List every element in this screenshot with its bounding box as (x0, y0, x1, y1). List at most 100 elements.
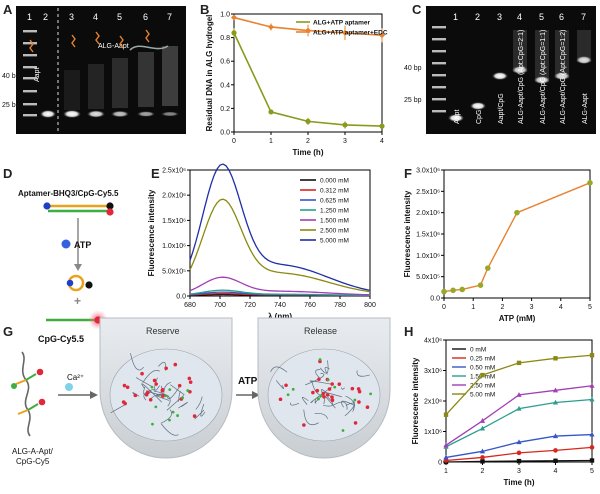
data-point (231, 14, 237, 21)
x-tick-label: 5 (590, 468, 594, 475)
data-point (553, 448, 558, 453)
aptamer-dot (318, 358, 322, 361)
data-point (342, 29, 348, 36)
y-tick-label: 2.5x10⁶ (416, 189, 440, 196)
legend-label: 0.50 mM (470, 365, 495, 372)
y-tick-label: 0.0 (176, 294, 186, 301)
series-line (443, 182, 591, 293)
gel-image-C (426, 6, 596, 134)
gelA-aapt-label: Aapt (34, 68, 41, 82)
alg-chain-icon (129, 45, 169, 51)
aptamer-dot (168, 418, 171, 422)
schematic-G-release: Release (304, 326, 337, 336)
hydrogel-strand (166, 384, 181, 399)
legend-label: 0 mM (470, 347, 486, 354)
cpg-dot (121, 400, 126, 404)
aptamer-dot (186, 389, 190, 392)
data-point (516, 439, 522, 445)
x-tick-label: 700 (214, 302, 226, 309)
aptamer-icon (71, 34, 76, 48)
hydrogel-strand (161, 423, 179, 436)
data-point (342, 122, 348, 128)
gelC-smear (577, 30, 591, 62)
gelC-lane-label: Aapt (454, 110, 461, 124)
spectrum-line (189, 198, 371, 293)
y-axis-label: Fluorescence intensity (411, 357, 420, 444)
y-tick-label: 0 (438, 460, 442, 467)
cpg-dot (125, 385, 130, 390)
gelC-smear (535, 30, 549, 82)
data-point (443, 412, 449, 417)
hydrogel-strand (301, 397, 309, 405)
x-tick-label: 2 (481, 468, 485, 475)
gelC-ladder-band (432, 62, 446, 65)
gelC-band (492, 72, 508, 80)
schematic-G-ca: Ca²⁺ (67, 373, 84, 382)
hydrogel-strand (149, 393, 170, 400)
chart-F: 0 1 2 3 4 5 0.0 5.0x10⁵ 1.0x10⁶ 1.5x10⁶ 2.0x10⁶ 2.5… (403, 168, 593, 323)
data-point (552, 433, 559, 439)
cpg-dot (302, 423, 306, 427)
gelA-alg-label: ALG-Aapt (98, 43, 129, 50)
cpg-dot (322, 395, 326, 399)
cpg-dot (188, 380, 193, 384)
hydrogel-strand (310, 386, 333, 404)
schematic-D-cpg: CpG-Cy5.5 (38, 334, 84, 344)
aptamer-dot (171, 410, 175, 414)
gelC-band (554, 72, 570, 80)
gelA-ladder-band (23, 90, 37, 93)
gelA-band (63, 110, 81, 118)
x-tick-label: 4 (380, 138, 384, 145)
legend-label: 0.625 mM (320, 198, 349, 205)
gelA-ladder-band (23, 77, 37, 80)
y-tick-label: 1.0x10⁶ (162, 243, 186, 250)
data-point (479, 425, 486, 431)
data-point (443, 454, 449, 460)
data-point (479, 448, 486, 454)
cpg-dot (350, 386, 355, 391)
gelA-ladder-band (23, 42, 37, 45)
spectrum-line (189, 163, 371, 292)
x-axis-label: Time (h) (504, 478, 535, 487)
y-tick-label: 0.8 (220, 35, 230, 42)
cpg-dot (330, 398, 335, 403)
y-tick-label: 5.0x10⁵ (162, 268, 186, 275)
gelA-lane-number: 1 (27, 12, 32, 22)
gelC-smear (555, 30, 569, 78)
gelC-marker-25: 25 bp (404, 97, 422, 104)
gelA-band (161, 111, 179, 117)
gelC-ladder-band (432, 74, 446, 77)
y-axis-label: Fluorescence intensity (147, 189, 156, 276)
y-tick-label: 0.4 (220, 82, 230, 89)
hydrogel-strand (309, 380, 333, 385)
hydrogel-strand (320, 360, 329, 374)
x-tick-label: 800 (364, 302, 376, 309)
hydrogel-strand (315, 369, 321, 379)
data-point (514, 209, 520, 216)
data-point (441, 288, 447, 295)
data-point (589, 382, 595, 388)
spectrum-line (189, 289, 371, 296)
y-axis-label: Fluorescence intensity (403, 190, 412, 277)
data-point (516, 405, 522, 411)
cpg-dot (278, 397, 283, 402)
gelC-ladder-band (432, 86, 446, 89)
cpg-dot (321, 391, 325, 396)
gelA-marker-40: 40 bp (2, 73, 20, 80)
aptamer-dot (181, 396, 184, 400)
cpg-dot (161, 394, 165, 398)
y-tick-label: 2.0x10⁶ (416, 210, 440, 217)
schematic-G-reserve: Reserve (146, 326, 180, 336)
cpg-dot (330, 395, 334, 399)
y-tick-label: 2x10⁶ (424, 399, 442, 406)
data-point (479, 418, 486, 423)
data-point (268, 109, 274, 115)
gelC-lane-label: ALG-Aapt/CpG (Apt:CpG=1:2) (560, 30, 567, 124)
gelA-lane-number: 6 (143, 12, 148, 22)
gelA-lane-number: 7 (167, 12, 172, 22)
legend-label: ALG+ATP aptamer+EDC (313, 30, 388, 37)
data-point (553, 356, 558, 361)
cpg-dot (357, 389, 362, 394)
hydrogel-strand (341, 400, 355, 408)
